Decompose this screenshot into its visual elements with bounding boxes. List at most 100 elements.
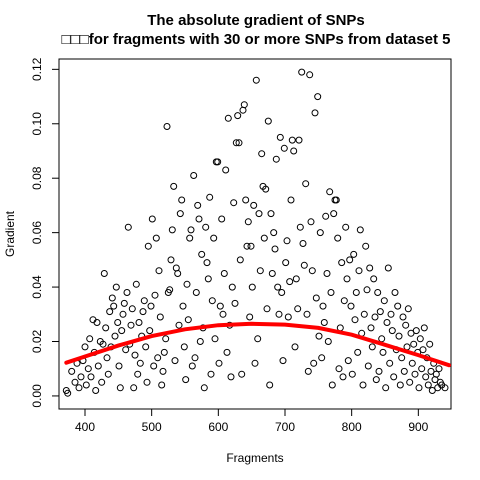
data-point	[384, 264, 392, 272]
data-point	[115, 362, 123, 370]
data-point	[386, 359, 394, 367]
data-point	[416, 335, 424, 343]
x-tick-label: 700	[275, 420, 295, 434]
data-point	[148, 215, 156, 223]
data-point	[328, 381, 336, 389]
data-point	[420, 324, 428, 332]
data-point	[184, 316, 192, 324]
data-point	[335, 365, 343, 373]
data-point	[346, 256, 354, 264]
data-point	[94, 362, 102, 370]
data-point	[282, 259, 290, 267]
x-axis: 400 500 600 700 800 900	[75, 408, 429, 434]
data-point	[415, 384, 423, 392]
data-point	[318, 354, 326, 362]
data-point	[366, 264, 374, 272]
data-point	[410, 340, 418, 348]
data-point	[348, 370, 356, 378]
data-point	[342, 223, 350, 231]
data-point	[180, 343, 188, 351]
data-point	[360, 310, 368, 318]
data-point	[283, 237, 291, 245]
data-point	[102, 324, 110, 332]
data-point	[319, 302, 327, 310]
data-point	[135, 319, 143, 326]
data-points	[62, 68, 449, 397]
data-point	[390, 373, 398, 381]
data-point	[391, 289, 399, 296]
data-point	[86, 335, 94, 343]
data-point	[178, 196, 186, 204]
data-point	[355, 267, 363, 275]
data-point	[376, 308, 384, 316]
data-point	[323, 270, 331, 277]
x-tick-label: 500	[142, 420, 162, 434]
data-point	[435, 365, 443, 373]
data-point	[232, 139, 240, 147]
data-point	[187, 226, 195, 234]
data-point	[236, 256, 244, 264]
data-point	[271, 245, 279, 253]
data-point	[240, 101, 248, 109]
y-tick-label: 0.08	[30, 166, 44, 190]
data-point	[183, 280, 191, 288]
data-point	[242, 196, 250, 204]
data-point	[159, 367, 167, 375]
data-point	[103, 354, 111, 362]
data-point	[100, 270, 108, 277]
data-point	[296, 223, 304, 231]
y-tick-label: 0.00	[30, 384, 44, 408]
data-point	[139, 308, 147, 316]
data-point	[175, 321, 183, 329]
data-point	[408, 359, 416, 367]
data-point	[399, 313, 407, 321]
data-point	[322, 212, 330, 220]
data-point	[211, 335, 219, 343]
data-point	[338, 259, 346, 267]
data-point	[108, 294, 116, 302]
data-point	[270, 229, 278, 237]
data-point	[441, 384, 449, 392]
data-point	[378, 335, 386, 343]
data-point	[216, 302, 224, 310]
data-point	[276, 133, 284, 141]
data-point	[186, 234, 194, 242]
data-point	[274, 283, 282, 291]
data-point	[93, 319, 101, 326]
data-point	[304, 367, 312, 375]
data-point	[156, 313, 164, 321]
data-point	[411, 370, 419, 378]
chart-title: The absolute gradient of SNPs	[147, 12, 365, 29]
chart-subtitle: □□□for fragments with 30 or more SNPs fr…	[62, 31, 451, 48]
data-point	[142, 343, 150, 351]
data-point	[171, 357, 179, 365]
data-point	[99, 340, 107, 348]
data-point	[368, 343, 376, 351]
data-point	[404, 305, 412, 313]
data-point	[290, 147, 298, 155]
data-point	[208, 297, 216, 305]
data-point	[147, 302, 155, 310]
data-point	[223, 348, 231, 356]
data-point	[424, 381, 432, 389]
y-tick-label: 0.02	[30, 330, 44, 354]
data-point	[231, 299, 239, 307]
data-point	[374, 289, 382, 296]
data-point	[280, 144, 288, 152]
y-tick-label: 0.06	[30, 221, 44, 245]
data-point	[371, 313, 379, 321]
data-point	[203, 259, 211, 267]
data-point	[162, 335, 170, 343]
data-point	[395, 332, 403, 340]
data-point	[112, 283, 120, 291]
data-point	[307, 218, 315, 226]
data-point	[166, 286, 174, 294]
data-point	[316, 229, 324, 237]
data-point	[352, 289, 360, 296]
trend-line-group	[64, 321, 451, 368]
data-point	[268, 270, 276, 277]
data-point	[351, 316, 359, 324]
data-point	[222, 166, 230, 174]
data-point	[267, 210, 275, 218]
data-point	[238, 370, 246, 378]
